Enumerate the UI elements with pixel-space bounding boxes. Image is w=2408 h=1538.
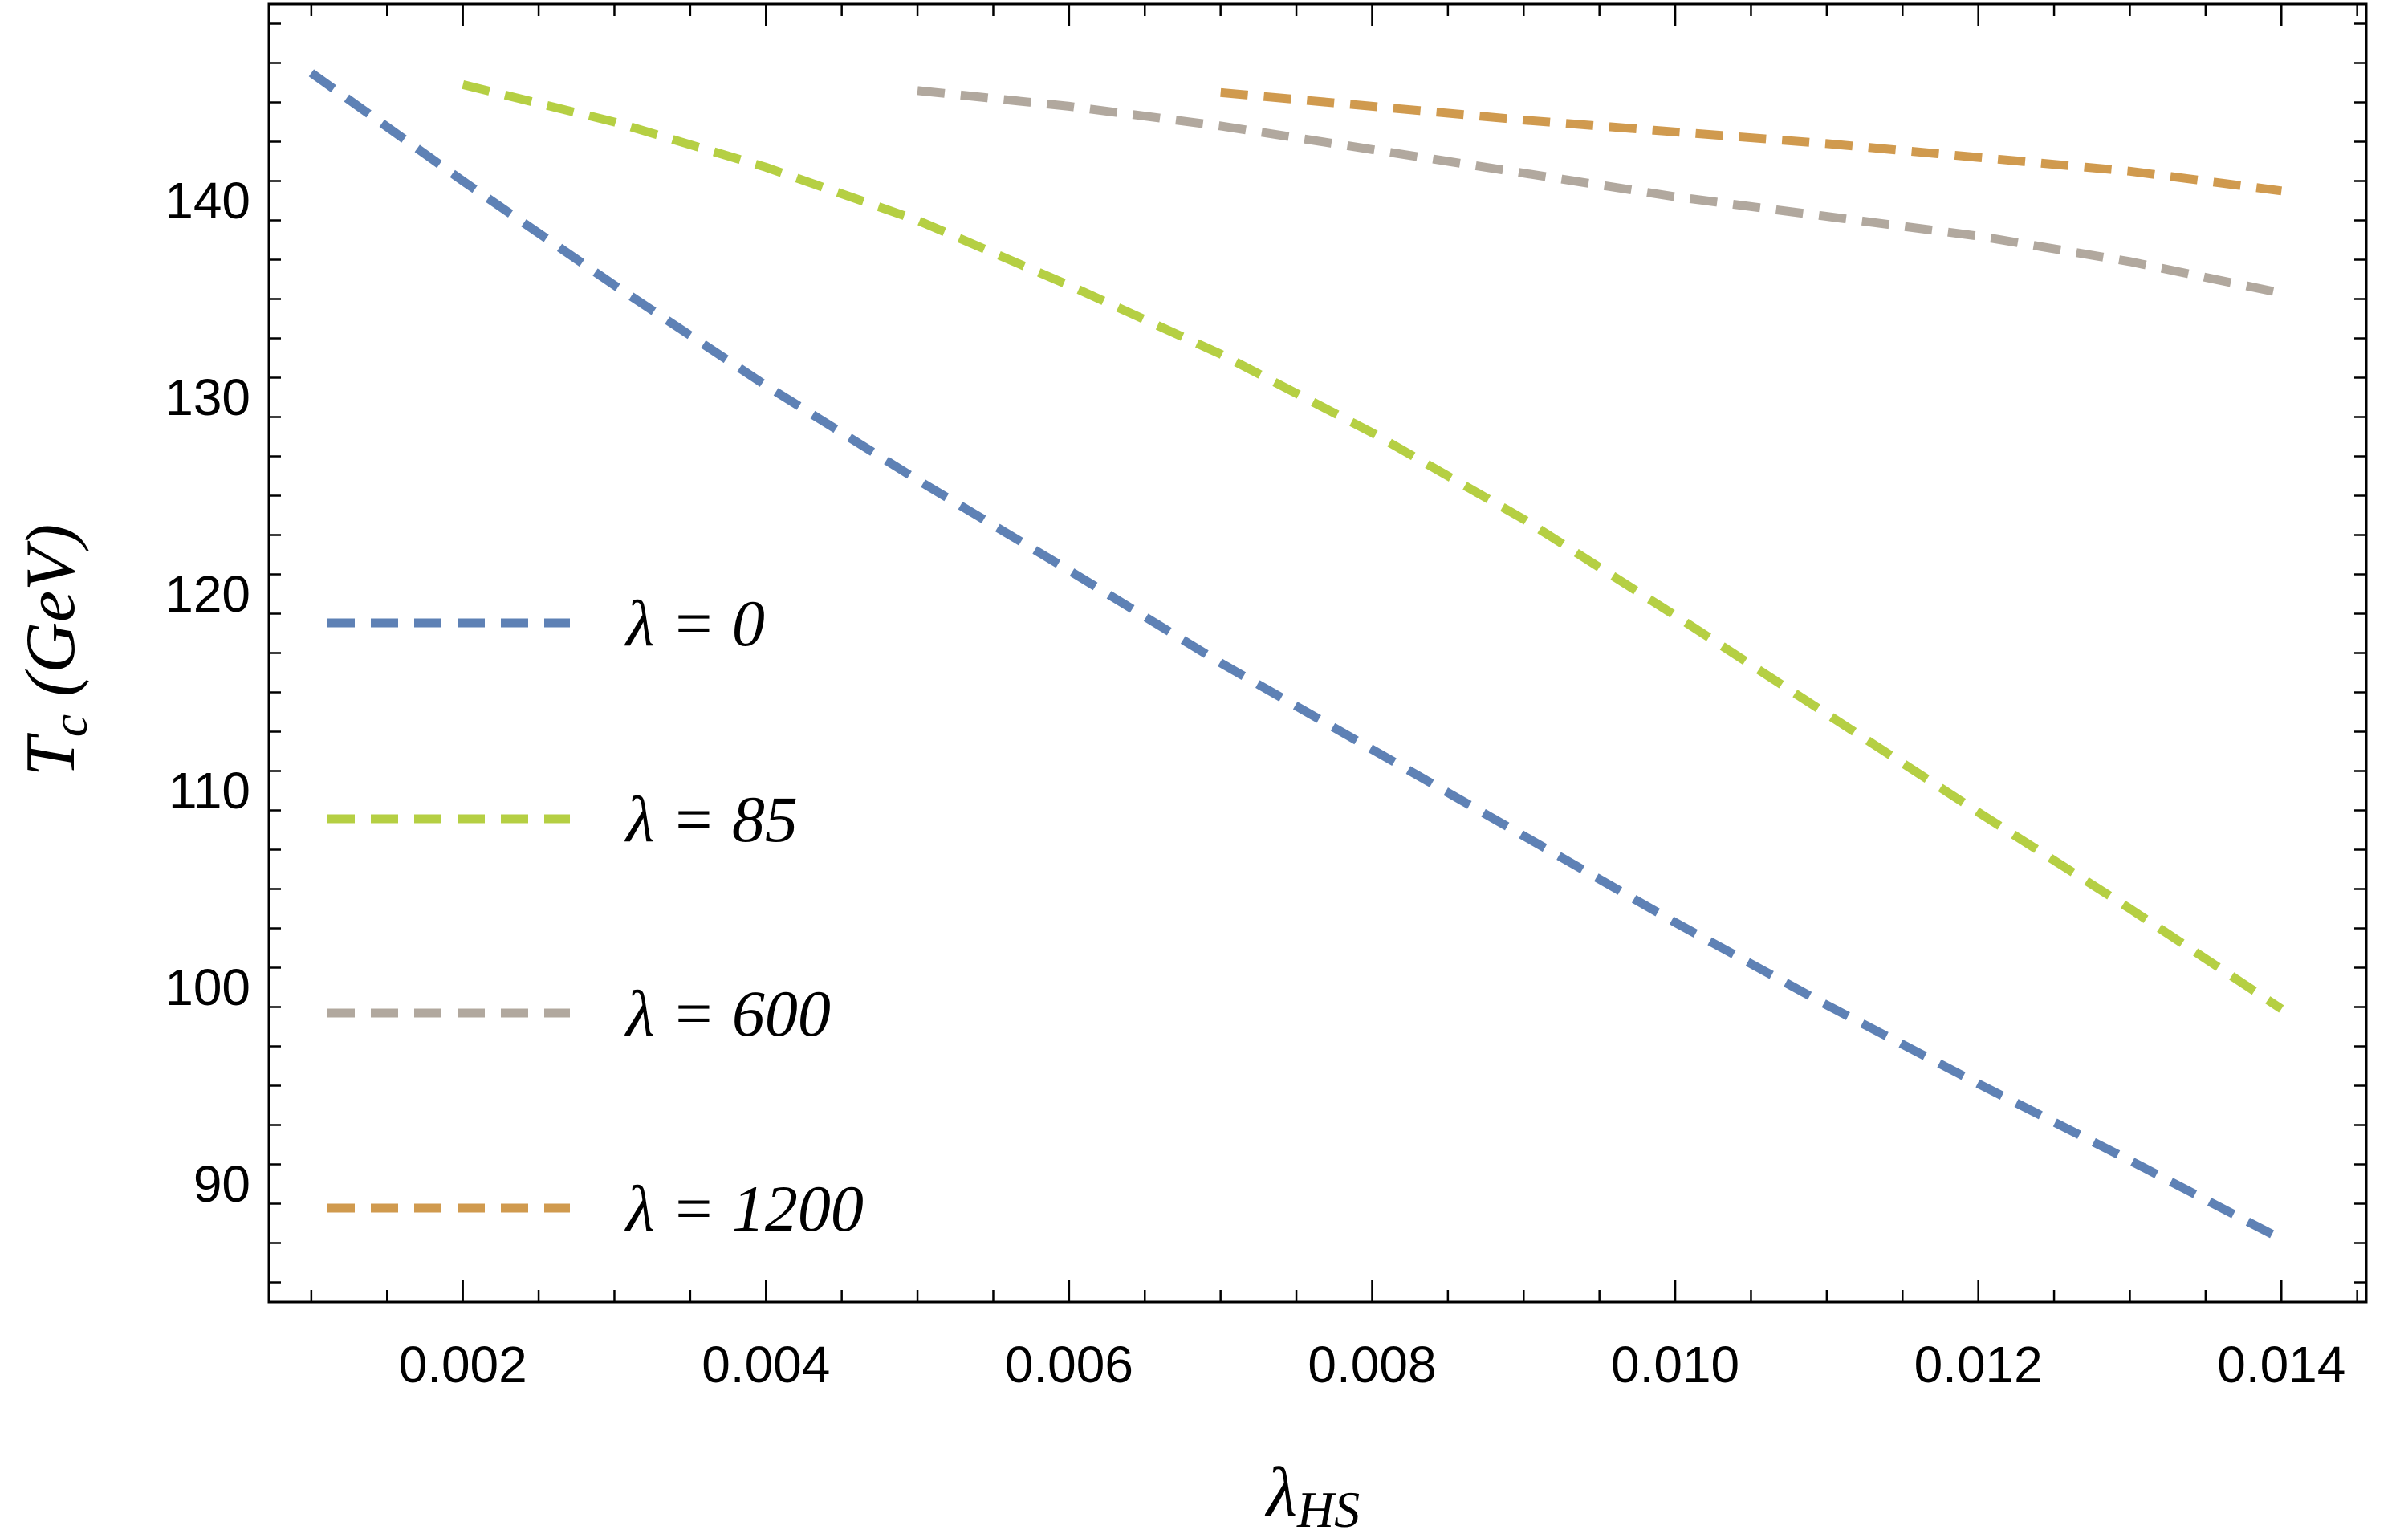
- x-tick-label: 0.008: [1308, 1336, 1436, 1394]
- y-tick-label: 110: [169, 762, 250, 820]
- legend-label-1: λ = 85: [624, 783, 798, 856]
- y-axis-title: Tc (GeV): [12, 524, 98, 776]
- y-tick-label: 140: [165, 172, 250, 230]
- labels-layer: 0.002 0.004 0.006 0.008 0.010 0.012 0.014 90 100…: [165, 172, 2345, 1394]
- series-layer: [308, 69, 2284, 1243]
- plot-frame: [267, 2, 2368, 1304]
- series-line-0: [308, 69, 2284, 1243]
- legend: λ = 0 λ = 85 λ = 600 λ = 1200: [327, 587, 864, 1245]
- x-tick-label: 0.004: [702, 1336, 830, 1394]
- x-axis-title: λHS: [1264, 1454, 1360, 1538]
- x-tick-label: 0.012: [1914, 1336, 2043, 1394]
- y-tick-label: 100: [165, 958, 250, 1016]
- legend-label-2: λ = 600: [624, 977, 831, 1050]
- y-tick-label: 130: [165, 368, 250, 426]
- x-tick-label: 0.014: [2217, 1336, 2345, 1394]
- series-line-2: [917, 86, 2283, 298]
- x-tick-label: 0.006: [1005, 1336, 1133, 1394]
- ticks-layer: [269, 4, 2366, 1302]
- x-tick-label: 0.002: [399, 1336, 527, 1394]
- y-tick-label: 90: [193, 1155, 250, 1213]
- series-line-3: [1220, 87, 2283, 196]
- y-tick-label: 120: [165, 565, 250, 623]
- legend-label-3: λ = 1200: [624, 1172, 864, 1245]
- series-line-1: [462, 80, 2284, 1013]
- legend-label-0: λ = 0: [624, 587, 765, 660]
- x-tick-label: 0.010: [1611, 1336, 1739, 1394]
